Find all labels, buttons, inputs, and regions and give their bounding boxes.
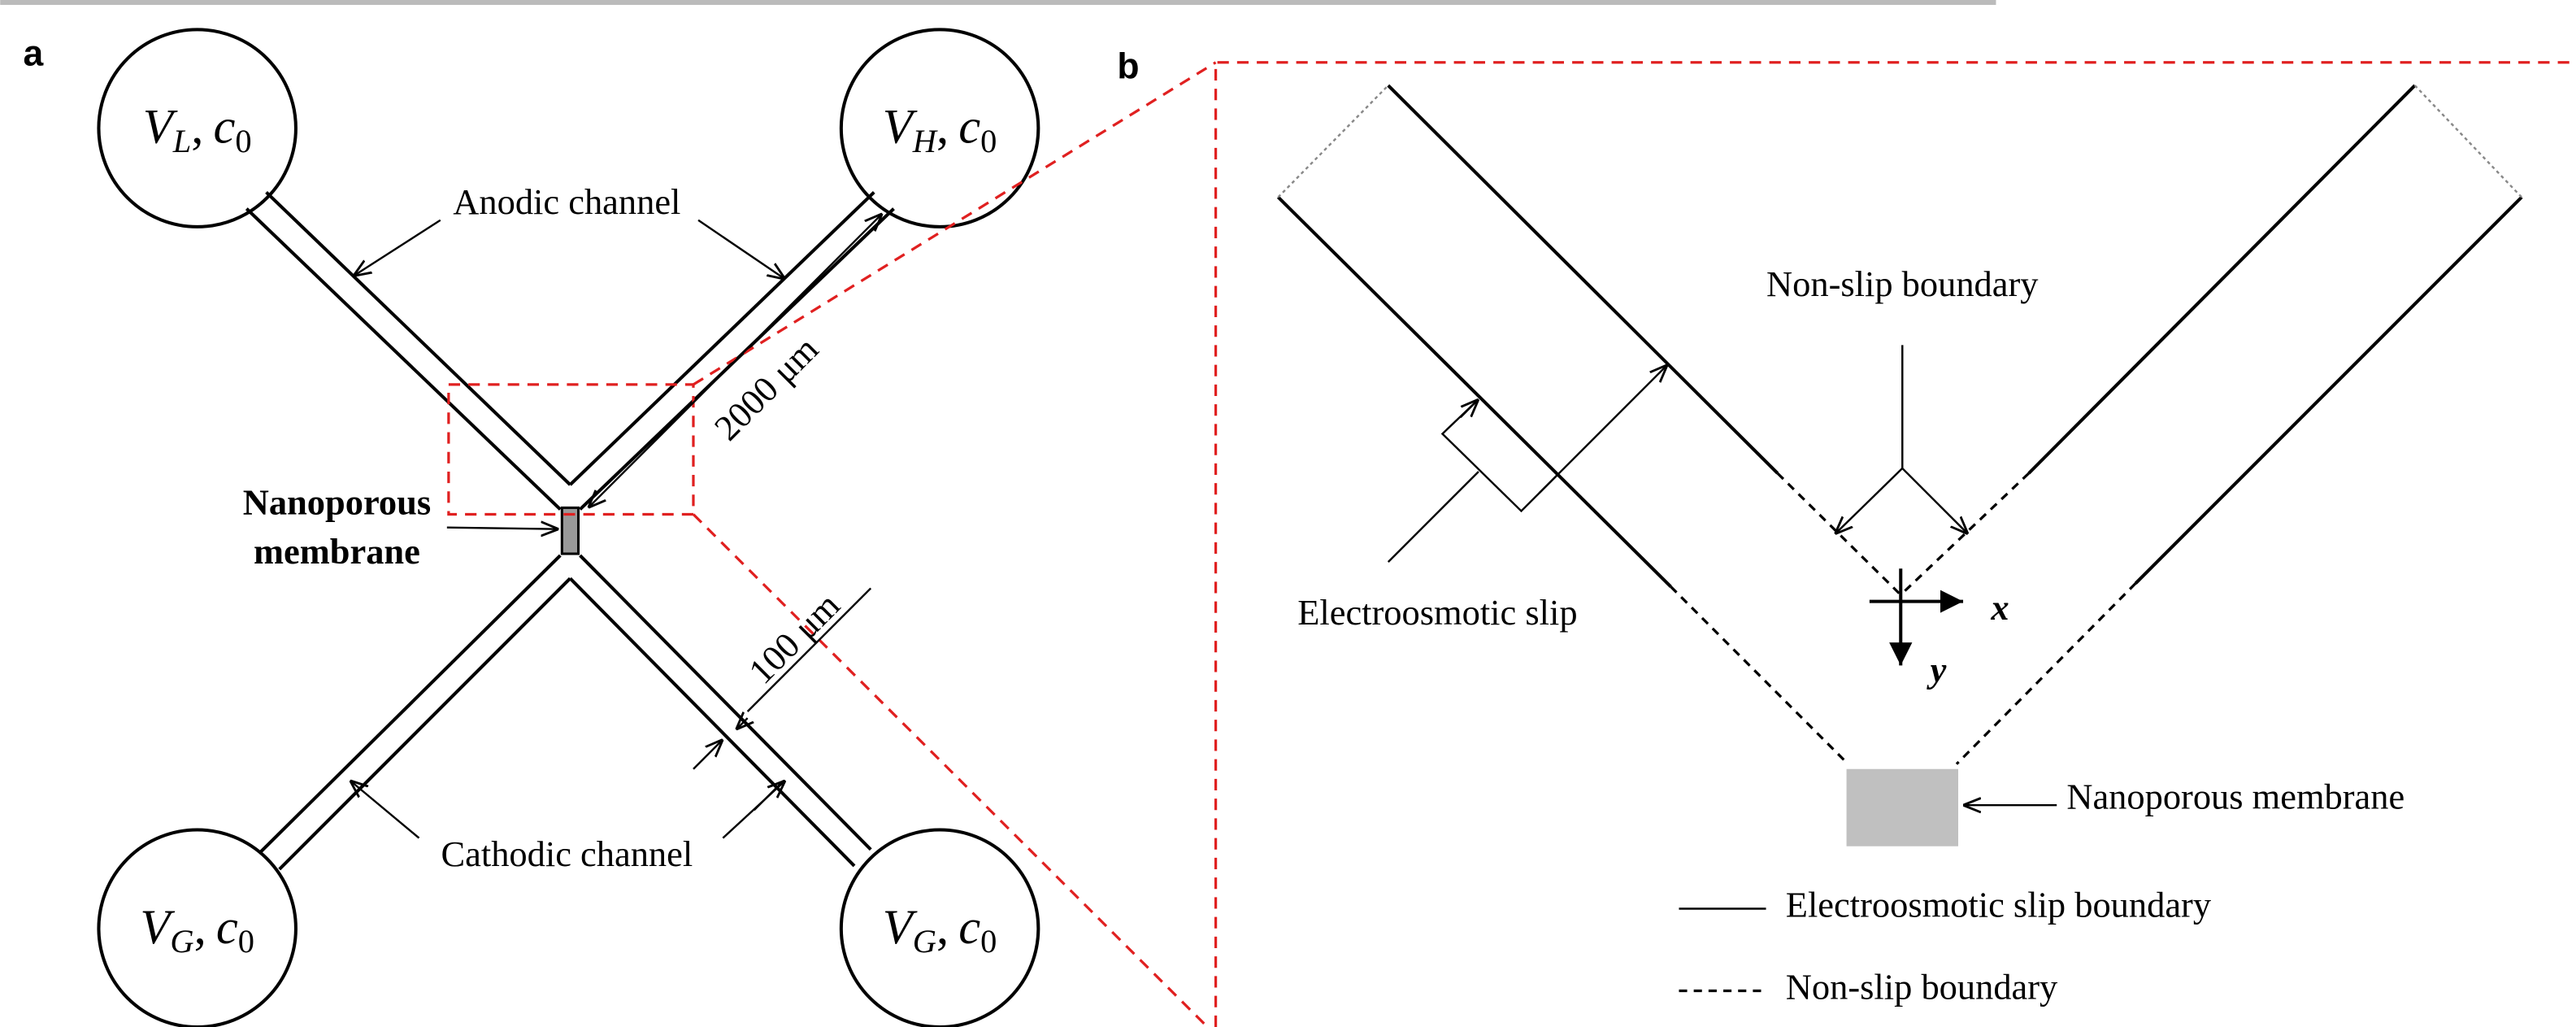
potential: V <box>140 900 175 955</box>
panel-b: b x y Non-slip boundary Electroosmotic s… <box>1117 47 2576 1027</box>
concentration-sub: 0 <box>980 923 997 960</box>
potential-sub: L <box>172 123 191 159</box>
non-slip-label: Non-slip boundary <box>1766 263 2039 304</box>
b-membrane-label: Nanoporous membrane <box>2066 776 2404 816</box>
top-bar <box>0 0 1996 6</box>
zoom-box <box>447 383 695 516</box>
slip-label: Electroosmotic slip <box>1297 592 1577 633</box>
separator: , <box>936 100 949 154</box>
channel-outline <box>1276 84 2523 846</box>
separator: , <box>194 900 206 955</box>
legend-label: Non-slip boundary <box>1786 967 2058 1007</box>
concentration-sub: 0 <box>980 123 997 159</box>
concentration: c <box>958 900 980 955</box>
panel-label: a <box>23 33 43 73</box>
concentration-sub: 0 <box>235 123 251 159</box>
reservoir-label: VG, c0 <box>883 900 997 960</box>
reservoir <box>839 828 1040 1027</box>
anodic-label: Anodic channel <box>453 181 680 222</box>
panel-label: b <box>1117 47 1139 87</box>
legend-label: Electroosmotic slip boundary <box>1786 885 2212 925</box>
reservoir <box>97 828 298 1027</box>
reservoir-label: VG, c0 <box>140 900 254 960</box>
concentration: c <box>216 900 238 955</box>
cathodic-label: Cathodic channel <box>441 833 693 874</box>
potential: V <box>883 900 918 955</box>
potential-sub: G <box>913 923 936 960</box>
x-axis-label: x <box>1990 587 2009 628</box>
concentration: c <box>214 100 236 154</box>
separator: , <box>191 100 203 154</box>
membrane-label: Nanoporous <box>243 482 431 523</box>
potential: V <box>883 100 918 154</box>
reservoir-label: VH, c0 <box>883 100 997 160</box>
width-label: 100 μm <box>741 585 848 692</box>
y-axis-label: y <box>1927 650 1947 690</box>
potential: V <box>143 100 178 154</box>
concentration-sub: 0 <box>238 923 254 960</box>
separator: , <box>936 900 949 955</box>
length-label: 2000 μm <box>706 329 826 448</box>
reservoir <box>839 28 1040 228</box>
reservoir-label: VL, c0 <box>143 100 252 160</box>
membrane-label: membrane <box>254 531 420 572</box>
potential-sub: H <box>912 123 938 159</box>
reservoir <box>97 28 298 228</box>
concentration: c <box>958 100 980 154</box>
potential-sub: G <box>170 923 193 960</box>
